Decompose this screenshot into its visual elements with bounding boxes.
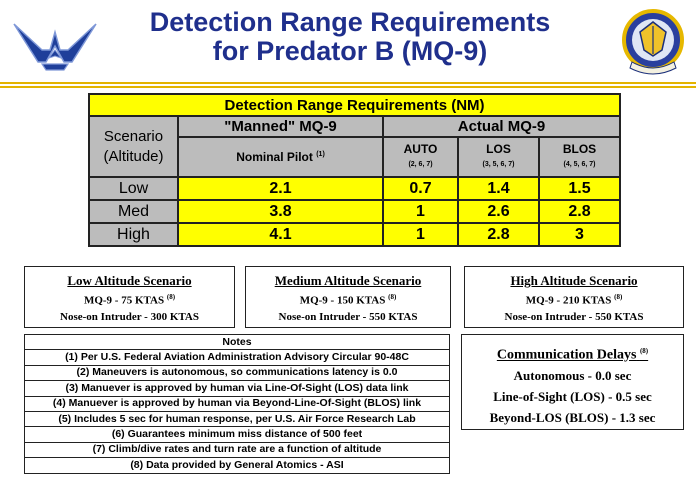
scenario-header: Scenario (Altitude) bbox=[88, 115, 179, 178]
auto-label: AUTO bbox=[403, 142, 438, 156]
med-scenario-note: (8) bbox=[388, 293, 397, 301]
altitude-label: (Altitude) bbox=[103, 147, 164, 165]
manned-header: "Manned" MQ-9 bbox=[177, 115, 384, 138]
page-title: Detection Range Requirements for Predato… bbox=[90, 8, 610, 66]
title-line-2: for Predator B (MQ-9) bbox=[212, 36, 488, 66]
notes-table: Notes (1) Per U.S. Federal Aviation Admi… bbox=[24, 333, 450, 474]
blos-note: (4, 5, 6, 7) bbox=[563, 161, 596, 168]
communication-delays-box: Communication Delays (8) Autonomous - 0.… bbox=[461, 334, 684, 430]
note-item: (5) Includes 5 sec for human response, p… bbox=[24, 410, 450, 428]
row-label: Low bbox=[88, 176, 179, 201]
high-scenario-line-1: MQ-9 - 210 KTAS (8) bbox=[465, 289, 683, 309]
low-scenario-line-2: Nose-on Intruder - 300 KTAS bbox=[60, 310, 199, 323]
low-scenario-speed: MQ-9 - 75 KTAS bbox=[83, 294, 165, 307]
notes-header: Notes bbox=[24, 333, 450, 351]
auto-value: 1 bbox=[382, 199, 459, 224]
low-altitude-scenario-box: Low Altitude Scenario MQ-9 - 75 KTAS (8)… bbox=[24, 266, 235, 328]
table-row: Med 3.8 1 2.6 2.8 bbox=[88, 199, 622, 224]
row-label: High bbox=[88, 222, 179, 247]
nominal-pilot-note: (1) bbox=[316, 151, 325, 158]
los-value: 2.8 bbox=[457, 222, 540, 247]
los-value: 1.4 bbox=[457, 176, 540, 201]
med-scenario-speed: MQ-9 - 150 KTAS bbox=[299, 294, 386, 307]
scenario-label: Scenario bbox=[103, 127, 164, 145]
comm-title: Communication Delays (8) bbox=[462, 342, 683, 365]
auto-header: AUTO (2, 6, 7) bbox=[382, 136, 459, 178]
high-scenario-line-2: Nose-on Intruder - 550 KTAS bbox=[504, 310, 644, 323]
table-row: High 4.1 1 2.8 3 bbox=[88, 222, 622, 247]
comm-line: Beyond-LOS (BLOS) - 1.3 sec bbox=[489, 409, 656, 425]
table-caption: Detection Range Requirements (NM) bbox=[87, 93, 622, 117]
low-scenario-note: (8) bbox=[166, 293, 176, 301]
medium-altitude-scenario-box: Medium Altitude Scenario MQ-9 - 150 KTAS… bbox=[245, 266, 451, 328]
auto-value: 0.7 bbox=[382, 176, 459, 201]
note-item: (4) Manuever is approved by human via Be… bbox=[24, 395, 450, 412]
title-rule-bottom bbox=[0, 86, 696, 88]
low-scenario-line-1: MQ-9 - 75 KTAS (8) bbox=[25, 289, 234, 309]
low-scenario-title: Low Altitude Scenario bbox=[67, 273, 192, 288]
comm-line: Autonomous - 0.0 sec bbox=[513, 367, 632, 383]
los-note: (3, 5, 6, 7) bbox=[482, 161, 515, 168]
note-item: (3) Manuever is approved by human via Li… bbox=[24, 380, 450, 397]
nominal-pilot-label: Nominal Pilot bbox=[236, 150, 313, 164]
comm-title-text: Communication Delays bbox=[496, 347, 637, 363]
detection-range-table: Detection Range Requirements (NM) Scenar… bbox=[87, 93, 622, 247]
blos-value: 3 bbox=[537, 222, 622, 247]
row-label: Med bbox=[88, 199, 179, 224]
blos-value: 1.5 bbox=[537, 176, 622, 201]
blos-label: BLOS bbox=[562, 142, 597, 156]
table-row: Low 2.1 0.7 1.4 1.5 bbox=[88, 176, 622, 201]
med-scenario-line-2: Nose-on Intruder - 550 KTAS bbox=[278, 310, 418, 323]
manned-value: 2.1 bbox=[177, 176, 384, 201]
actual-header: Actual MQ-9 bbox=[381, 115, 622, 138]
med-scenario-title: Medium Altitude Scenario bbox=[274, 273, 422, 288]
high-scenario-speed: MQ-9 - 210 KTAS bbox=[525, 294, 612, 307]
note-item: (2) Maneuvers is autonomous, so communic… bbox=[24, 364, 450, 382]
title-rule-top bbox=[0, 82, 696, 84]
high-altitude-scenario-box: High Altitude Scenario MQ-9 - 210 KTAS (… bbox=[464, 266, 684, 328]
high-scenario-note: (8) bbox=[614, 293, 623, 301]
manned-value: 4.1 bbox=[177, 222, 384, 247]
air-force-wings-logo bbox=[13, 23, 97, 71]
note-item: (8) Data provided by General Atomics - A… bbox=[24, 457, 450, 474]
air-force-shield-logo bbox=[622, 9, 684, 75]
blos-header: BLOS (4, 5, 6, 7) bbox=[537, 136, 622, 178]
nominal-pilot-header: Nominal Pilot (1) bbox=[177, 136, 384, 178]
note-item: (1) Per U.S. Federal Aviation Administra… bbox=[24, 349, 450, 366]
auto-note: (2, 6, 7) bbox=[408, 161, 433, 168]
title-line-1: Detection Range Requirements bbox=[149, 7, 551, 37]
los-label: LOS bbox=[486, 142, 511, 156]
note-item: (7) Climb/dive rates and turn rate are a… bbox=[24, 441, 450, 459]
los-value: 2.6 bbox=[457, 199, 540, 224]
blos-value: 2.8 bbox=[537, 199, 622, 224]
high-scenario-title: High Altitude Scenario bbox=[510, 273, 638, 288]
med-scenario-line-1: MQ-9 - 150 KTAS (8) bbox=[246, 289, 450, 309]
auto-value: 1 bbox=[382, 222, 459, 247]
comm-line: Line-of-Sight (LOS) - 0.5 sec bbox=[493, 388, 652, 404]
los-header: LOS (3, 5, 6, 7) bbox=[457, 136, 540, 178]
note-item: (6) Guarantees minimum miss distance of … bbox=[24, 426, 450, 443]
manned-value: 3.8 bbox=[177, 199, 384, 224]
comm-title-note: (8) bbox=[639, 347, 649, 355]
